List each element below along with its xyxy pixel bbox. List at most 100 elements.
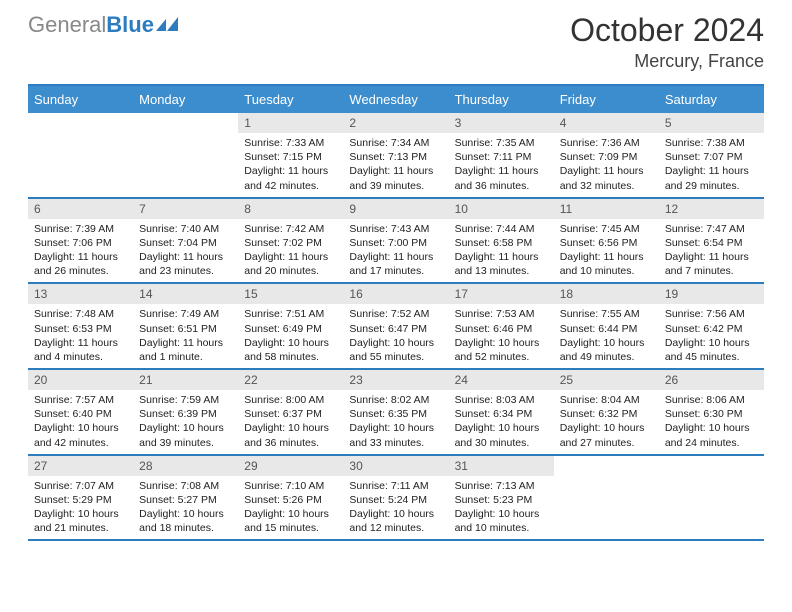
day-info: Sunrise: 8:02 AMSunset: 6:35 PMDaylight:…: [343, 390, 448, 450]
day-number: 26: [659, 370, 764, 390]
sunset-text: Sunset: 7:06 PM: [34, 236, 127, 250]
day-number: 21: [133, 370, 238, 390]
day-number: 19: [659, 284, 764, 304]
daylight-text: Daylight: 11 hours and 42 minutes.: [244, 164, 337, 192]
sunset-text: Sunset: 6:40 PM: [34, 407, 127, 421]
sunset-text: Sunset: 7:15 PM: [244, 150, 337, 164]
sunset-text: Sunset: 6:53 PM: [34, 322, 127, 336]
sunrise-text: Sunrise: 8:02 AM: [349, 393, 442, 407]
sunset-text: Sunset: 6:44 PM: [560, 322, 653, 336]
daylight-text: Daylight: 10 hours and 27 minutes.: [560, 421, 653, 449]
sunrise-text: Sunrise: 7:33 AM: [244, 136, 337, 150]
day-info: Sunrise: 7:42 AMSunset: 7:02 PMDaylight:…: [238, 219, 343, 279]
daylight-text: Daylight: 10 hours and 21 minutes.: [34, 507, 127, 535]
weekday-header: SundayMondayTuesdayWednesdayThursdayFrid…: [28, 86, 764, 113]
sunrise-text: Sunrise: 7:49 AM: [139, 307, 232, 321]
daylight-text: Daylight: 11 hours and 13 minutes.: [455, 250, 548, 278]
day-cell: 3Sunrise: 7:35 AMSunset: 7:11 PMDaylight…: [449, 113, 554, 197]
sunrise-text: Sunrise: 7:43 AM: [349, 222, 442, 236]
day-info: Sunrise: 7:48 AMSunset: 6:53 PMDaylight:…: [28, 304, 133, 364]
weekday-wednesday: Wednesday: [343, 86, 448, 113]
sunrise-text: Sunrise: 8:04 AM: [560, 393, 653, 407]
week-row: 13Sunrise: 7:48 AMSunset: 6:53 PMDayligh…: [28, 284, 764, 370]
day-number: 15: [238, 284, 343, 304]
day-number: 14: [133, 284, 238, 304]
sunset-text: Sunset: 7:07 PM: [665, 150, 758, 164]
day-info: Sunrise: 7:45 AMSunset: 6:56 PMDaylight:…: [554, 219, 659, 279]
day-number: 6: [28, 199, 133, 219]
day-cell: 18Sunrise: 7:55 AMSunset: 6:44 PMDayligh…: [554, 284, 659, 368]
empty-cell: [554, 456, 659, 540]
day-info: Sunrise: 7:52 AMSunset: 6:47 PMDaylight:…: [343, 304, 448, 364]
day-cell: 15Sunrise: 7:51 AMSunset: 6:49 PMDayligh…: [238, 284, 343, 368]
weekday-thursday: Thursday: [449, 86, 554, 113]
day-cell: 28Sunrise: 7:08 AMSunset: 5:27 PMDayligh…: [133, 456, 238, 540]
day-cell: 19Sunrise: 7:56 AMSunset: 6:42 PMDayligh…: [659, 284, 764, 368]
sunrise-text: Sunrise: 7:45 AM: [560, 222, 653, 236]
sunrise-text: Sunrise: 7:52 AM: [349, 307, 442, 321]
sunrise-text: Sunrise: 7:42 AM: [244, 222, 337, 236]
daylight-text: Daylight: 11 hours and 36 minutes.: [455, 164, 548, 192]
day-info: Sunrise: 7:43 AMSunset: 7:00 PMDaylight:…: [343, 219, 448, 279]
page-title: October 2024: [570, 12, 764, 49]
logo-text-2: Blue: [106, 12, 154, 38]
daylight-text: Daylight: 10 hours and 36 minutes.: [244, 421, 337, 449]
sunset-text: Sunset: 6:46 PM: [455, 322, 548, 336]
day-number: 10: [449, 199, 554, 219]
sunset-text: Sunset: 6:37 PM: [244, 407, 337, 421]
sunset-text: Sunset: 5:24 PM: [349, 493, 442, 507]
daylight-text: Daylight: 11 hours and 7 minutes.: [665, 250, 758, 278]
day-cell: 14Sunrise: 7:49 AMSunset: 6:51 PMDayligh…: [133, 284, 238, 368]
weekday-saturday: Saturday: [659, 86, 764, 113]
day-cell: 4Sunrise: 7:36 AMSunset: 7:09 PMDaylight…: [554, 113, 659, 197]
day-cell: 6Sunrise: 7:39 AMSunset: 7:06 PMDaylight…: [28, 199, 133, 283]
day-number: 16: [343, 284, 448, 304]
day-number: 3: [449, 113, 554, 133]
daylight-text: Daylight: 10 hours and 18 minutes.: [139, 507, 232, 535]
sunrise-text: Sunrise: 8:03 AM: [455, 393, 548, 407]
sunset-text: Sunset: 6:54 PM: [665, 236, 758, 250]
day-number: 28: [133, 456, 238, 476]
sunrise-text: Sunrise: 7:35 AM: [455, 136, 548, 150]
sunset-text: Sunset: 6:35 PM: [349, 407, 442, 421]
day-cell: 20Sunrise: 7:57 AMSunset: 6:40 PMDayligh…: [28, 370, 133, 454]
day-cell: 1Sunrise: 7:33 AMSunset: 7:15 PMDaylight…: [238, 113, 343, 197]
day-number: 7: [133, 199, 238, 219]
weekday-monday: Monday: [133, 86, 238, 113]
sunrise-text: Sunrise: 7:44 AM: [455, 222, 548, 236]
day-info: Sunrise: 7:08 AMSunset: 5:27 PMDaylight:…: [133, 476, 238, 536]
daylight-text: Daylight: 11 hours and 39 minutes.: [349, 164, 442, 192]
empty-cell: [133, 113, 238, 197]
day-number: 12: [659, 199, 764, 219]
day-info: Sunrise: 7:11 AMSunset: 5:24 PMDaylight:…: [343, 476, 448, 536]
sunset-text: Sunset: 6:39 PM: [139, 407, 232, 421]
day-info: Sunrise: 7:38 AMSunset: 7:07 PMDaylight:…: [659, 133, 764, 193]
day-cell: 2Sunrise: 7:34 AMSunset: 7:13 PMDaylight…: [343, 113, 448, 197]
day-info: Sunrise: 8:04 AMSunset: 6:32 PMDaylight:…: [554, 390, 659, 450]
day-info: Sunrise: 8:03 AMSunset: 6:34 PMDaylight:…: [449, 390, 554, 450]
day-info: Sunrise: 7:07 AMSunset: 5:29 PMDaylight:…: [28, 476, 133, 536]
sunrise-text: Sunrise: 7:11 AM: [349, 479, 442, 493]
day-cell: 30Sunrise: 7:11 AMSunset: 5:24 PMDayligh…: [343, 456, 448, 540]
sunrise-text: Sunrise: 8:06 AM: [665, 393, 758, 407]
day-number: 31: [449, 456, 554, 476]
day-cell: 25Sunrise: 8:04 AMSunset: 6:32 PMDayligh…: [554, 370, 659, 454]
daylight-text: Daylight: 10 hours and 10 minutes.: [455, 507, 548, 535]
day-number: 25: [554, 370, 659, 390]
calendar: SundayMondayTuesdayWednesdayThursdayFrid…: [28, 84, 764, 541]
daylight-text: Daylight: 11 hours and 10 minutes.: [560, 250, 653, 278]
day-number: 18: [554, 284, 659, 304]
sunrise-text: Sunrise: 7:38 AM: [665, 136, 758, 150]
daylight-text: Daylight: 10 hours and 12 minutes.: [349, 507, 442, 535]
day-info: Sunrise: 7:59 AMSunset: 6:39 PMDaylight:…: [133, 390, 238, 450]
day-cell: 23Sunrise: 8:02 AMSunset: 6:35 PMDayligh…: [343, 370, 448, 454]
day-number: 29: [238, 456, 343, 476]
empty-cell: [659, 456, 764, 540]
day-info: Sunrise: 7:36 AMSunset: 7:09 PMDaylight:…: [554, 133, 659, 193]
sunrise-text: Sunrise: 7:56 AM: [665, 307, 758, 321]
daylight-text: Daylight: 11 hours and 29 minutes.: [665, 164, 758, 192]
day-cell: 24Sunrise: 8:03 AMSunset: 6:34 PMDayligh…: [449, 370, 554, 454]
daylight-text: Daylight: 11 hours and 4 minutes.: [34, 336, 127, 364]
sunset-text: Sunset: 6:42 PM: [665, 322, 758, 336]
sunset-text: Sunset: 6:34 PM: [455, 407, 548, 421]
